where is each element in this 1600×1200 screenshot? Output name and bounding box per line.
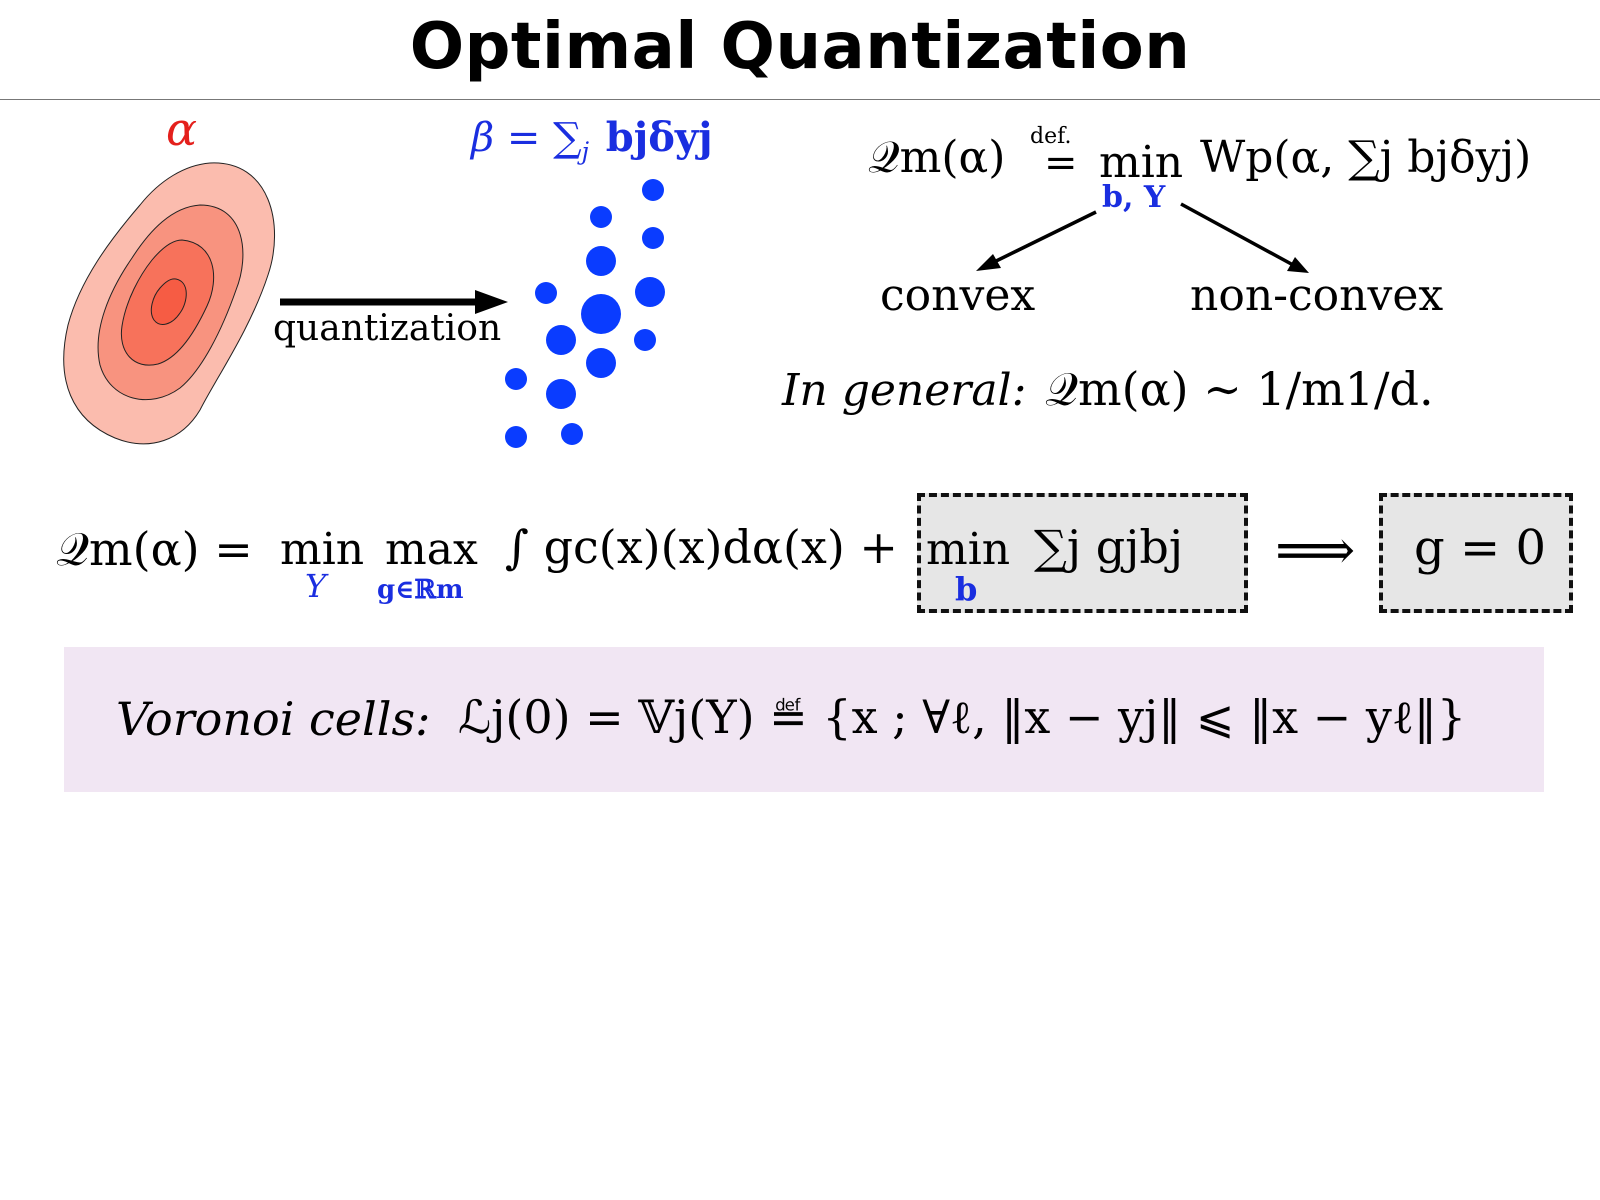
dirac-point bbox=[635, 277, 665, 307]
general-expr: 𝒬m(α) ∼ 1/m1/d. bbox=[1045, 362, 1434, 416]
beta-eq: β = ∑ bbox=[471, 115, 582, 161]
dual-sum: ∑j gjbj bbox=[1034, 520, 1184, 574]
dirac-point bbox=[642, 179, 664, 201]
dirac-point bbox=[586, 246, 616, 276]
slide-title: Optimal Quantization bbox=[409, 10, 1191, 84]
dual-lhs: 𝒬m(α) = bbox=[56, 522, 253, 576]
result-box bbox=[1379, 493, 1573, 613]
voronoi-panel bbox=[64, 647, 1544, 792]
contour-inner bbox=[150, 278, 187, 325]
beta-tail: bjδyj bbox=[605, 114, 713, 161]
alpha-density-contours bbox=[63, 162, 275, 445]
dirac-point bbox=[546, 379, 576, 409]
dual-integral: ∫ gc(x)(x)dα(x) + bbox=[505, 520, 898, 574]
dirac-point bbox=[546, 325, 576, 355]
definition-lhs: 𝒬m(α) bbox=[868, 132, 1006, 183]
dirac-point bbox=[561, 423, 583, 445]
dirac-point bbox=[505, 426, 527, 448]
defeq-label: def. bbox=[1030, 124, 1072, 149]
dirac-point bbox=[535, 282, 557, 304]
dirac-point bbox=[642, 227, 664, 249]
defeq-sign: = bbox=[1044, 140, 1078, 186]
dual-result: g = 0 bbox=[1414, 520, 1546, 576]
title-divider bbox=[0, 99, 1600, 100]
dual-max-subscript: g∈ℝm bbox=[377, 575, 464, 605]
definition-min: min bbox=[1099, 137, 1184, 188]
definition-formula: 𝒬m(α) bbox=[868, 132, 1005, 183]
voronoi-label: Voronoi cells: bbox=[116, 692, 431, 746]
implies-arrow: ⟹ bbox=[1275, 518, 1356, 583]
dirac-point bbox=[586, 348, 616, 378]
quantization-arrow bbox=[280, 290, 508, 314]
convex-label: convex bbox=[880, 270, 1036, 321]
branch-arrows bbox=[976, 202, 1309, 273]
min-sum-box bbox=[917, 493, 1248, 613]
dual-min: min bbox=[280, 524, 365, 575]
dual-min-b-subscript: b bbox=[955, 570, 978, 608]
dual-max: max bbox=[385, 524, 478, 575]
dirac-point bbox=[581, 294, 621, 334]
quantized-points bbox=[505, 179, 665, 448]
definition-min-subscript: b, Y bbox=[1102, 180, 1166, 215]
definition-rhs: Wp(α, ∑j bjδyj) bbox=[1200, 132, 1532, 183]
dirac-point bbox=[634, 329, 656, 351]
voronoi-expr: ℒj(0) = 𝕍j(Y) ≝ {x ; ∀ℓ, ‖x − yj‖ ⩽ ‖x −… bbox=[458, 690, 1467, 744]
general-text: In general: bbox=[782, 365, 1027, 416]
dual-min-b: min bbox=[926, 524, 1011, 575]
nonconvex-label: non-convex bbox=[1190, 270, 1444, 321]
dirac-point bbox=[505, 368, 527, 390]
quantization-label: quantization bbox=[273, 308, 502, 349]
beta-formula: β = ∑j bjδyj bbox=[471, 114, 713, 166]
dual-min-subscript: Y bbox=[305, 567, 327, 605]
alpha-label: α bbox=[166, 102, 198, 156]
dirac-point bbox=[590, 206, 612, 228]
